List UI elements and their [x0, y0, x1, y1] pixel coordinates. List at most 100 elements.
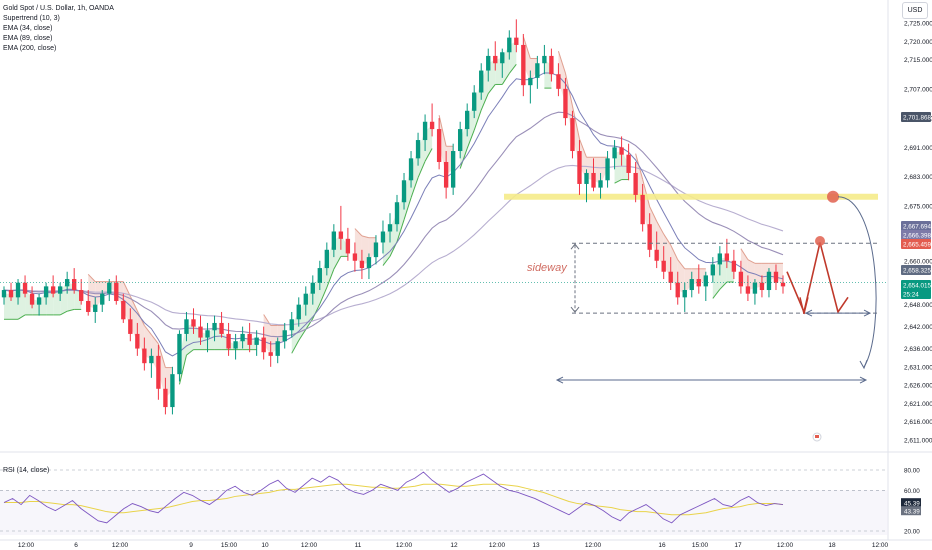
event-flag-mark: [815, 435, 819, 438]
supertrend-fill: [397, 191, 405, 242]
candle: [584, 169, 589, 203]
candle: [640, 183, 645, 232]
currency-button[interactable]: USD: [902, 2, 928, 19]
price-label-box: [901, 280, 931, 290]
y-tick-label: 2,648.000: [904, 302, 932, 309]
price-label-box: [901, 239, 931, 249]
y-tick-label: 2,683.000: [904, 174, 932, 181]
candle: [486, 48, 491, 82]
supertrend-line: [649, 206, 658, 222]
candle: [549, 48, 554, 82]
candle: [184, 311, 189, 342]
candle: [64, 271, 70, 294]
supertrend-line: [712, 288, 721, 299]
candle-body: [598, 180, 603, 188]
candle-body: [493, 55, 498, 64]
candle: [493, 41, 498, 71]
supertrend-line: [319, 287, 328, 305]
candle: [170, 366, 175, 415]
price-label-box: [901, 112, 931, 122]
supertrend-fill: [495, 57, 503, 85]
candle-body: [731, 260, 737, 272]
supertrend-line: [326, 268, 335, 288]
y-tick-label: 2,642.000: [904, 324, 932, 331]
candle-body: [100, 293, 105, 305]
candle-body: [689, 279, 694, 291]
supertrend-fill: [95, 281, 103, 309]
supertrend-fill: [684, 268, 692, 294]
x-tick-label: 12:00: [396, 542, 413, 549]
candle-body: [521, 44, 526, 86]
candle-body: [605, 158, 610, 181]
candle-body: [654, 249, 659, 261]
supertrend-line: [186, 349, 194, 356]
candle: [22, 275, 28, 298]
candle: [93, 297, 98, 323]
candle-body: [591, 172, 596, 188]
rsi-ma-line: [4, 483, 784, 516]
candle: [317, 260, 322, 291]
supertrend-line: [522, 36, 531, 59]
candle-body: [717, 253, 723, 265]
candle-body: [619, 147, 624, 155]
candle-body: [163, 388, 168, 408]
rsi-tick-label: 60.00: [904, 488, 920, 495]
candle: [149, 348, 154, 378]
candle: [436, 118, 442, 170]
candle: [415, 132, 421, 166]
x-tick-label: 11: [355, 542, 362, 549]
supertrend-line: [354, 228, 363, 237]
supertrend-line: [403, 197, 412, 220]
legend-ema200: EMA (200, close): [3, 45, 57, 52]
x-tick-label: 9: [189, 542, 193, 549]
candle: [577, 140, 582, 195]
candle: [500, 48, 505, 78]
candle-body: [226, 333, 231, 349]
x-tick-label: 12:00: [301, 542, 318, 549]
supertrend-line: [459, 148, 468, 169]
candle-body: [1, 290, 7, 298]
price-label-box: [901, 221, 931, 231]
supertrend-line: [424, 148, 433, 162]
y-tick-label: 2,616.000: [904, 419, 932, 426]
x-tick-label: 17: [734, 542, 742, 549]
candle-body: [345, 238, 351, 254]
candle-body: [177, 333, 182, 375]
candle-body: [170, 374, 175, 408]
x-tick-label: 15:00: [692, 542, 709, 549]
candle-body: [724, 253, 730, 261]
candle-body: [633, 172, 638, 195]
candle-body: [696, 279, 701, 287]
candle: [275, 337, 280, 364]
supertrend-line: [417, 161, 426, 178]
candle: [422, 114, 428, 152]
candle: [219, 311, 224, 338]
candle-body: [50, 286, 56, 294]
candle: [177, 330, 182, 382]
candle: [268, 341, 273, 367]
candle: [50, 275, 56, 298]
candle-body: [780, 282, 786, 287]
candle: [8, 282, 14, 301]
legend-ema89: EMA (89, close): [3, 35, 53, 42]
candle: [528, 70, 533, 104]
candle: [465, 103, 470, 137]
candle-body: [352, 253, 358, 261]
candle: [479, 63, 484, 100]
candle-body: [479, 70, 484, 93]
candle-body: [472, 92, 477, 111]
candle: [205, 322, 210, 353]
candle-body: [149, 355, 154, 364]
legend-supertrend: Supertrend (10, 3): [3, 15, 60, 22]
x-tick-label: 10: [261, 542, 269, 549]
candle-body: [577, 151, 582, 184]
supertrend-line: [480, 93, 489, 111]
supertrend-line: [361, 235, 370, 239]
supertrend-fill: [467, 101, 475, 149]
supertrend-line: [747, 259, 756, 264]
candle-body: [584, 172, 589, 184]
candle-body: [759, 282, 765, 291]
y-tick-label: 2,725.000: [904, 21, 932, 28]
resistance-zone: [504, 193, 878, 200]
